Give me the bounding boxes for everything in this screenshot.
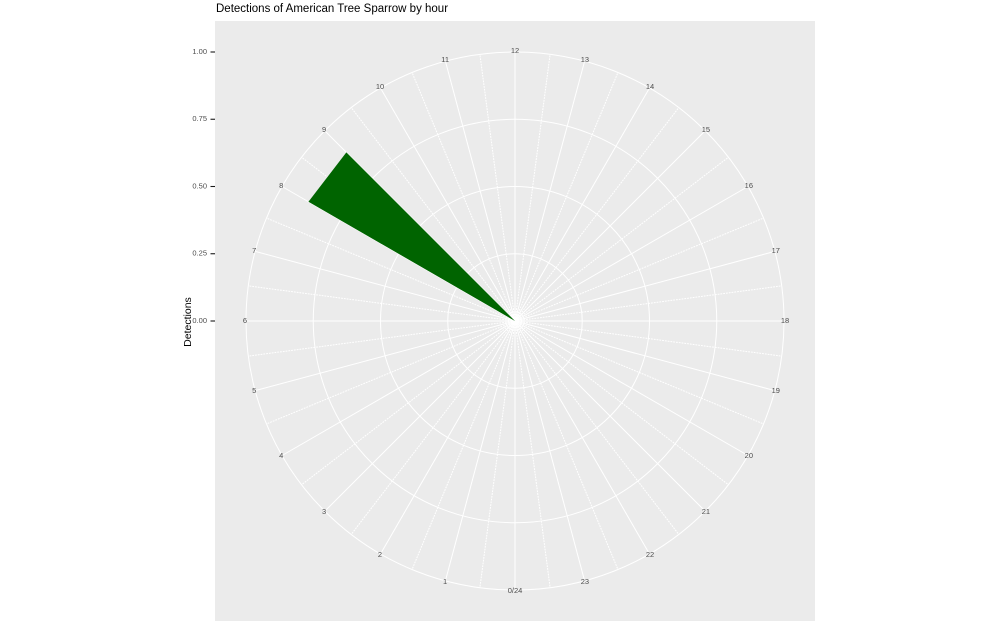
svg-text:4: 4 — [279, 451, 283, 460]
svg-text:17: 17 — [772, 246, 780, 255]
svg-text:21: 21 — [702, 507, 710, 516]
svg-text:2: 2 — [378, 550, 382, 559]
svg-text:12: 12 — [511, 46, 519, 55]
svg-text:1.00: 1.00 — [192, 47, 207, 56]
svg-text:8: 8 — [279, 181, 283, 190]
svg-text:7: 7 — [252, 246, 256, 255]
svg-text:16: 16 — [745, 181, 753, 190]
svg-text:0/24: 0/24 — [508, 586, 523, 595]
svg-text:19: 19 — [772, 386, 780, 395]
svg-text:23: 23 — [581, 577, 589, 586]
svg-text:14: 14 — [646, 82, 654, 91]
svg-text:18: 18 — [781, 316, 789, 325]
svg-text:20: 20 — [745, 451, 753, 460]
svg-text:10: 10 — [376, 82, 384, 91]
svg-text:9: 9 — [322, 125, 326, 134]
svg-text:0.50: 0.50 — [192, 181, 207, 190]
svg-text:0.25: 0.25 — [192, 249, 207, 258]
svg-text:15: 15 — [702, 125, 710, 134]
svg-text:0.00: 0.00 — [192, 316, 207, 325]
svg-text:3: 3 — [322, 507, 326, 516]
svg-text:11: 11 — [441, 55, 449, 64]
svg-text:22: 22 — [646, 550, 654, 559]
svg-text:5: 5 — [252, 386, 256, 395]
svg-text:1: 1 — [443, 577, 447, 586]
svg-text:6: 6 — [243, 316, 247, 325]
svg-text:0.75: 0.75 — [192, 114, 207, 123]
svg-text:13: 13 — [581, 55, 589, 64]
